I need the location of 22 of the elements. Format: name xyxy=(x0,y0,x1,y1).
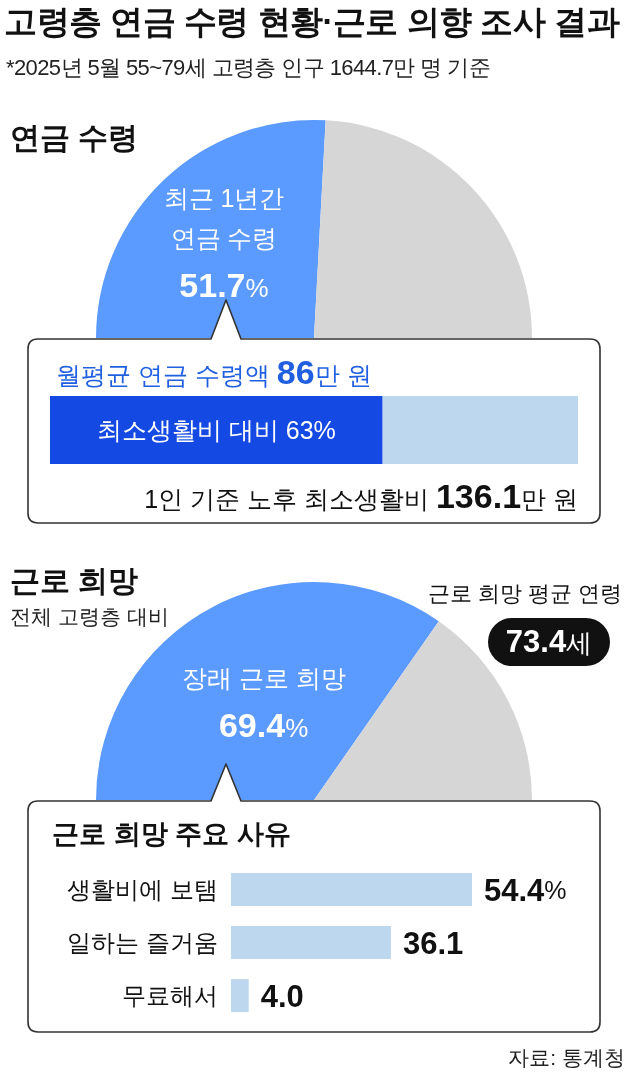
chart-title: 월평균 연금 수령액 86만 원 xyxy=(56,353,372,391)
data-label: 69.4% xyxy=(218,706,309,745)
data-label: 54.4% xyxy=(484,872,567,908)
chart-title: 연금 수령 xyxy=(10,120,139,156)
data-label: 36.1 xyxy=(402,925,464,961)
text: 전체 고령층 대비 xyxy=(10,604,169,630)
y-tick-label: 생활비에 보탬 xyxy=(67,876,218,904)
data-label: 4.0 xyxy=(260,978,304,1014)
data-label: 최소생활비 대비 63% xyxy=(96,416,336,444)
text: *2025년 5월 55~79세 고령층 인구 1644.7만 명 기준 xyxy=(6,54,491,82)
chart-title: 근로 희망 xyxy=(10,563,139,599)
text: 1인 기준 노후 최소생활비 136.1만 원 xyxy=(144,477,578,515)
y-tick-label: 무료해서 xyxy=(122,982,218,1010)
data-label: 51.7% xyxy=(179,266,269,305)
chart-title: 근로 희망 주요 사유 xyxy=(52,818,291,850)
text: 고령층 연금 수령 현황·근로 의향 조사 결과 xyxy=(4,3,619,41)
y-tick-label: 일하는 즐거움 xyxy=(67,929,218,957)
slice-label: 최근 1년간 연금 수령 xyxy=(163,184,285,253)
text: 자료: 통계청 xyxy=(508,1046,625,1070)
text: 근로 희망 평균 연령 xyxy=(427,581,622,607)
slice-label: 장래 근로 희망 xyxy=(181,664,346,693)
pill-badge: 73.4세 xyxy=(488,618,610,666)
